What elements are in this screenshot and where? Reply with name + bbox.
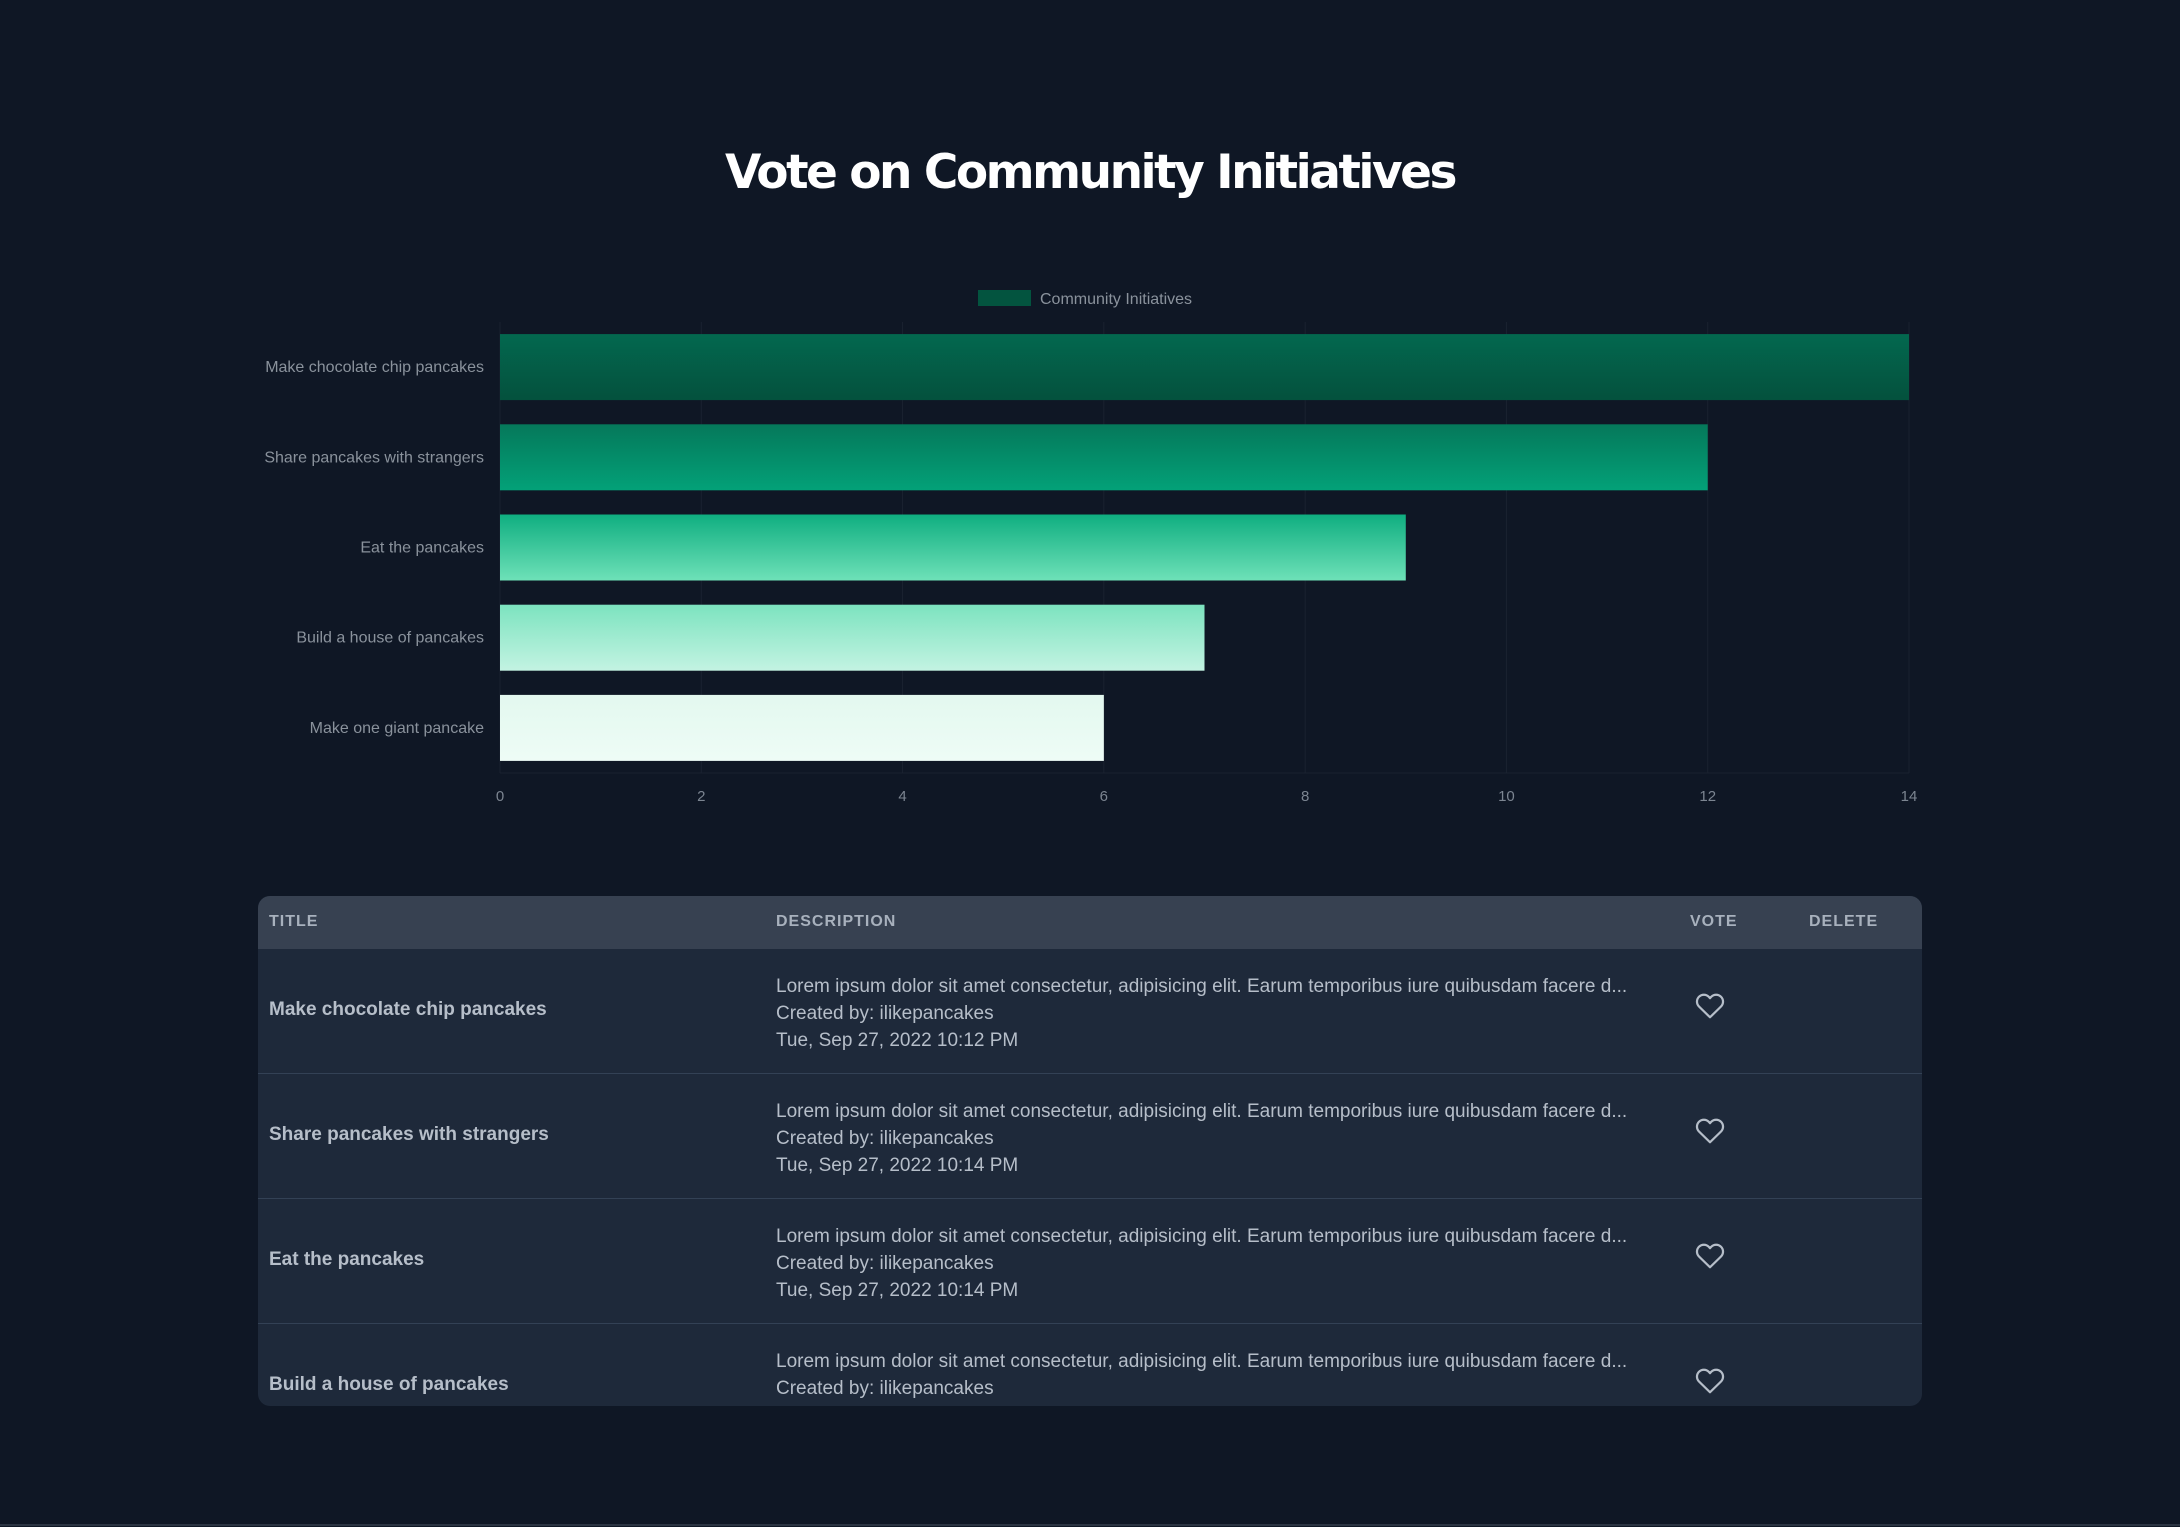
legend-swatch xyxy=(978,290,1031,306)
bar[interactable] xyxy=(500,424,1708,491)
initiative-title: Build a house of pancakes xyxy=(269,1374,509,1395)
x-tick-label: 2 xyxy=(697,788,705,805)
x-tick-label: 4 xyxy=(898,788,906,805)
table-row: Eat the pancakes Lorem ipsum dolor sit am… xyxy=(258,1199,1922,1324)
x-tick-label: 10 xyxy=(1498,788,1515,805)
header-delete: Delete xyxy=(1809,913,1879,930)
x-axis-tick-labels: 0 2 4 6 8 10 12 14 xyxy=(496,788,1918,805)
initiative-description: Lorem ipsum dolor sit amet consectetur, … xyxy=(776,1101,1628,1122)
chart-bars xyxy=(500,334,1909,761)
bar[interactable] xyxy=(500,514,1406,581)
initiative-title: Eat the pancakes xyxy=(269,1249,425,1270)
page-title: Vote on Community Initiatives xyxy=(724,145,1458,200)
category-label: Make one giant pancake xyxy=(310,720,484,737)
heart-icon xyxy=(1695,1118,1725,1149)
bar-chart: Community Initiatives Make chocolate chi… xyxy=(264,290,1918,805)
initiative-description-cell: Lorem ipsum dolor sit amet consectetur, … xyxy=(776,973,1656,1054)
vote-button[interactable] xyxy=(1695,1116,1725,1146)
header-title: Title xyxy=(269,913,319,930)
heart-icon xyxy=(1695,993,1725,1024)
heart-icon xyxy=(1695,1368,1725,1399)
initiative-title: Make chocolate chip pancakes xyxy=(269,999,547,1020)
header-description: Description xyxy=(776,913,897,930)
page-bottom-border xyxy=(0,1524,2180,1526)
x-tick-label: 6 xyxy=(1100,788,1108,805)
bar[interactable] xyxy=(500,604,1205,671)
table-header: Title Description Vote Delete xyxy=(258,896,1922,949)
initiative-description: Lorem ipsum dolor sit amet consectetur, … xyxy=(776,1351,1628,1372)
legend-label: Community Initiatives xyxy=(1040,291,1192,308)
initiative-description-cell: Lorem ipsum dolor sit amet consectetur, … xyxy=(776,1098,1656,1179)
x-tick-label: 0 xyxy=(496,788,504,805)
category-labels: Make chocolate chip pancakes Share pancak… xyxy=(264,359,484,737)
bar[interactable] xyxy=(500,694,1104,761)
initiative-date: Tue, Sep 27, 2022 10:14 PM xyxy=(776,1402,1656,1406)
initiative-author: Created by: ilikepancakes xyxy=(776,1253,994,1274)
initiative-author: Created by: ilikepancakes xyxy=(776,1128,994,1149)
initiative-date: Tue, Sep 27, 2022 10:12 PM xyxy=(776,1030,1019,1051)
x-tick-label: 8 xyxy=(1301,788,1309,805)
bar[interactable] xyxy=(500,334,1909,401)
x-tick-label: 12 xyxy=(1699,788,1716,805)
header-vote: Vote xyxy=(1690,913,1738,930)
category-label: Share pancakes with strangers xyxy=(264,449,484,466)
initiative-author: Created by: ilikepancakes xyxy=(776,1003,994,1024)
category-label: Make chocolate chip pancakes xyxy=(265,359,484,376)
initiative-description: Lorem ipsum dolor sit amet consectetur, … xyxy=(776,976,1628,997)
heart-icon xyxy=(1695,1243,1725,1274)
initiative-description: Lorem ipsum dolor sit amet consectetur, … xyxy=(776,1226,1628,1247)
vote-button[interactable] xyxy=(1695,991,1725,1021)
chart-legend: Community Initiatives xyxy=(978,290,1192,308)
initiatives-table: Title Description Vote Delete Make choco… xyxy=(258,896,1922,1406)
table-row: Make chocolate chip pancakes Lorem ipsum … xyxy=(258,949,1922,1074)
vote-button[interactable] xyxy=(1695,1366,1725,1396)
initiative-title: Share pancakes with strangers xyxy=(269,1124,549,1145)
category-label: Eat the pancakes xyxy=(360,540,484,557)
category-label: Build a house of pancakes xyxy=(296,630,484,647)
table-body: Make chocolate chip pancakes Lorem ipsum … xyxy=(258,949,1922,1406)
initiative-description-cell: Lorem ipsum dolor sit amet consectetur, … xyxy=(776,1348,1656,1406)
initiative-description-cell: Lorem ipsum dolor sit amet consectetur, … xyxy=(776,1223,1656,1304)
vote-button[interactable] xyxy=(1695,1241,1725,1271)
x-tick-label: 14 xyxy=(1901,788,1918,805)
initiative-author: Created by: ilikepancakes xyxy=(776,1378,994,1399)
initiative-date: Tue, Sep 27, 2022 10:14 PM xyxy=(776,1280,1019,1301)
initiative-date: Tue, Sep 27, 2022 10:14 PM xyxy=(776,1155,1019,1176)
table-row: Build a house of pancakes Lorem ipsum dol… xyxy=(258,1324,1922,1406)
table-row: Share pancakes with strangers Lorem ipsum… xyxy=(258,1074,1922,1199)
